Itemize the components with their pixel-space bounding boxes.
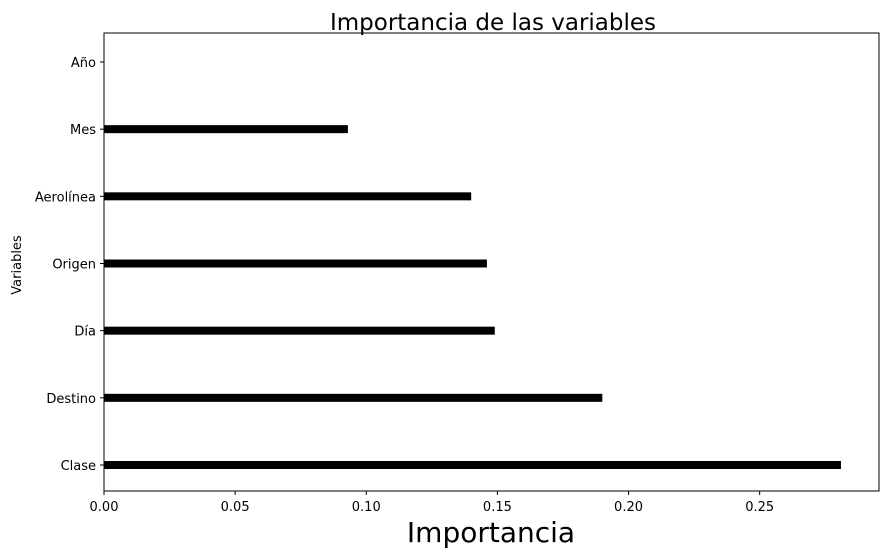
bars-group [104, 125, 841, 469]
y-tick-label: Mes [70, 123, 96, 138]
y-tick-label: Clase [61, 459, 96, 474]
x-tick-label: 0.10 [352, 500, 381, 515]
bar-origen [104, 259, 487, 268]
y-axis-label: Variables [10, 235, 25, 295]
x-tick-label: 0.20 [614, 500, 643, 515]
x-axis: 0.00 0.05 0.10 0.15 0.20 0.25 [90, 491, 774, 515]
y-axis: Clase Destino Día Origen Aerolínea Mes Año [35, 56, 104, 474]
x-axis-label: Importancia [407, 516, 575, 549]
y-tick-label: Aerolínea [35, 190, 96, 205]
bar-aerolínea [104, 192, 472, 201]
bar-día [104, 326, 495, 335]
bar-mes [104, 125, 348, 134]
bar-clase [104, 461, 841, 469]
y-tick-label: Día [74, 325, 96, 340]
y-tick-label: Origen [52, 258, 96, 273]
y-tick-label: Año [71, 56, 96, 71]
x-tick-label: 0.00 [90, 500, 119, 515]
chart-title: Importancia de las variables [330, 10, 656, 36]
bar-destino [104, 393, 603, 402]
x-tick-label: 0.15 [483, 500, 512, 515]
x-tick-label: 0.25 [745, 500, 774, 515]
y-tick-label: Destino [46, 392, 96, 407]
x-tick-label: 0.05 [221, 500, 250, 515]
